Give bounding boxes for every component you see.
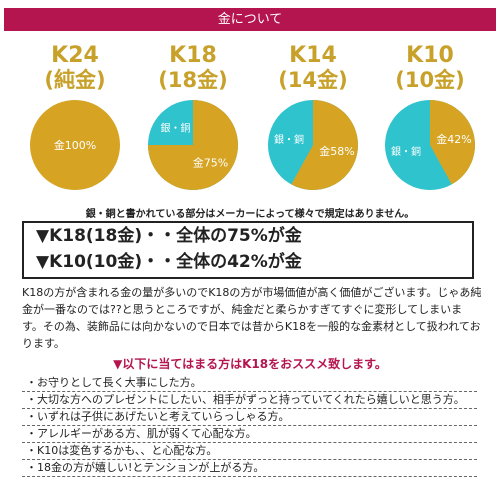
list-item: ・18金の方が嬉しい!とテンションが上がる方。 [22,460,477,477]
karat-name: (純金) [44,68,106,92]
karat-k24: K24 (純金) [15,43,135,93]
karat-code: K24 [51,43,99,68]
pie-k14: 金58% 銀・銅 [268,100,358,191]
list-item: ・大切な方へのプレゼントにしたい、相手がずっと持っていてくれたら嬉しいと思う方。 [22,392,477,409]
highlight-k18: ▼K18(18金)・・全体の75%が金 [36,226,302,246]
alloy-note: 銀・銅と書かれている部分はメーカーによって様々で規定はありません。 [85,209,415,220]
karat-name: (14金) [278,68,348,92]
pie-label-gold: 金75% [193,156,228,170]
pie-k24: 金100% [30,100,120,190]
list-item: ・お守りとして長く大事にした方。 [22,375,477,392]
pie-slice-gold [291,100,358,191]
karat-name: (10金) [395,68,465,92]
karat-code: K18 [169,43,217,68]
pie-slice-gold [148,100,238,190]
pie-k10: 金42% 銀・銅 [385,100,476,190]
karat-k10: K10 (10金) [370,43,490,93]
pie-label-other: 銀・銅 [391,145,421,158]
pie-label-gold: 金100% [54,138,96,152]
karat-name: (18金) [158,68,228,92]
karat-k18: K18 (18金) [133,43,253,93]
recommend-list: ・お守りとして長く大事にした方。 ・大切な方へのプレゼントにしたい、相手がずっと… [22,375,477,477]
highlight-box: ▼K18(18金)・・全体の75%が金 ▼K10(10金)・・全体の42%が金 [22,221,474,279]
explanation-paragraph: K18の方が含まれる金の量が多いのでK18の方が市場価値が高く価値がございます。… [22,286,482,350]
list-item: ・アレルギーがある方、肌が弱くて心配な方。 [22,426,477,443]
karat-k14: K14 (14金) [253,43,373,93]
pie-slice-gold [430,100,476,185]
pie-slice-gold [30,100,120,190]
pie-k18: 金75% 銀・銅 [148,100,238,190]
pie-label-gold: 金58% [319,144,354,158]
recommend-heading: ▼以下に当てはまる方はK18をおススメ致します。 [113,357,387,371]
list-item: ・いずれは子供にあげたいと考えていらっしゃる方。 [22,409,477,426]
karat-code: K14 [289,43,337,68]
list-item: ・K10は変色するかも、、と心配な方。 [22,443,477,460]
highlight-k10: ▼K10(10金)・・全体の42%が金 [36,252,302,272]
karat-code: K10 [406,43,454,68]
section-header: 金について [4,8,496,31]
pie-label-gold: 金42% [436,132,471,146]
pie-label-other: 銀・銅 [274,133,304,146]
pie-label-other: 銀・銅 [160,121,190,134]
